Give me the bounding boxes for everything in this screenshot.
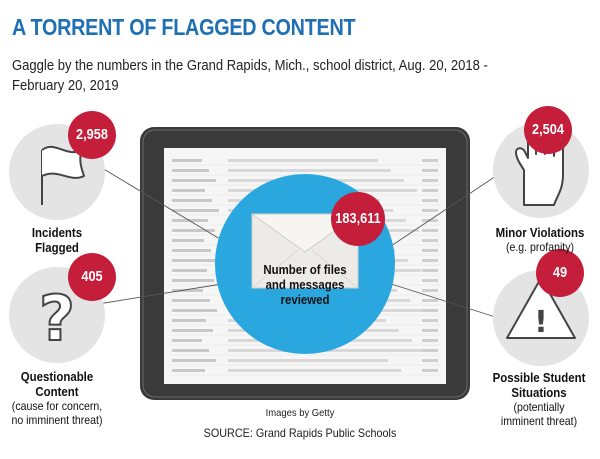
email-row-date [422,359,438,362]
badge-minor [524,106,572,154]
email-row-sender [172,339,202,342]
question-mark-icon: ? [38,281,76,356]
email-row-date [422,229,438,232]
email-row-date [422,169,438,172]
email-row-sender [172,199,212,202]
email-row-sender [172,169,209,172]
value-questionable: 405 [81,268,103,285]
email-row-date [422,179,438,182]
connector-questionable [91,282,229,306]
email-row-date [422,339,438,342]
email-row-date [422,319,438,322]
email-row-subject [228,169,391,172]
email-row-sender [172,369,205,372]
email-row-date [422,189,438,192]
email-row-date [422,269,438,272]
svg-text:?: ? [39,282,75,355]
tablet-bezel-highlight [142,129,468,398]
page-title: A TORRENT OF FLAGGED CONTENT [12,14,356,40]
email-row-sender [172,179,216,182]
value-situations: 49 [552,264,568,281]
label-situations-line-2: Situations [511,385,567,400]
connector-incidents [91,161,231,246]
email-row-sender [172,299,210,302]
note-situations-line-1: (potentially [513,400,565,414]
connector-minor [387,169,506,249]
label-incidents-line-2: Flagged [35,240,79,255]
label-minor: Minor Violations (e.g. profanity) [487,225,593,254]
label-minor-line-1: Minor Violations [495,225,585,240]
label-incidents: Incidents Flagged [13,225,101,255]
email-row-date [422,199,438,202]
badge-incidents [68,111,116,159]
email-row-date [422,299,438,302]
email-row-sender [172,309,217,312]
source-credit: SOURCE: Grand Rapids Public Schools [203,426,397,440]
email-row-sender [172,239,204,242]
email-row-sender [172,159,202,162]
subtitle-line-2: February 20, 2019 [12,78,119,94]
email-row-date [422,279,438,282]
badge-center [331,192,385,246]
image-credit: Images by Getty [265,407,335,419]
label-incidents-line-1: Incidents [31,225,83,240]
flag-icon [41,145,85,205]
email-row-sender [172,279,214,282]
center-label-line-3: reviewed [280,292,330,307]
note-questionable-line-1: (cause for concern, [11,399,103,413]
subtitle-line-1: Gaggle by the numbers in the Grand Rapid… [12,58,488,74]
email-row-sender [172,229,215,232]
email-row-sender [172,249,211,252]
center-label-line-2: and messages [265,277,345,292]
label-situations: Possible Student Situations (potentially… [485,370,592,428]
connector-lines [91,161,506,321]
warning-triangle-icon: ! [506,277,576,340]
email-row-date [422,289,438,292]
subtitle: Gaggle by the numbers in the Grand Rapid… [12,56,543,96]
label-questionable-line-1: Questionable [20,369,94,384]
note-questionable-line-2: no imminent threat) [11,413,103,427]
email-row-date [422,249,438,252]
email-row-sender [172,269,207,272]
email-row-sender [172,349,209,352]
note-situations-line-2: imminent threat) [500,414,578,428]
center-label: Number of files and messages reviewed [257,262,354,307]
email-row-sender [172,329,213,332]
label-situations-line-1: Possible Student [492,370,586,385]
badge-questionable [68,253,116,301]
email-row-sender [172,359,216,362]
email-row-subject [228,359,388,362]
note-minor-line-1: (e.g. profanity) [505,240,575,254]
email-row-date [422,329,438,332]
badge-situations [536,249,584,297]
email-row-sender [172,259,218,262]
label-questionable: Questionable Content (cause for concern,… [7,369,107,427]
email-row-date [422,309,438,312]
email-row-date [422,239,438,242]
svg-text:!: ! [534,305,548,340]
email-row-sender [172,319,206,322]
email-row-date [422,209,438,212]
email-row-sender [172,289,203,292]
email-row-date [422,369,438,372]
center-label-line-1: Number of files [263,262,347,277]
value-center: 183,611 [335,210,381,227]
value-minor: 2,504 [532,121,564,138]
email-row-date [422,159,438,162]
email-row-sender [172,189,205,192]
email-row-sender [172,209,219,212]
email-row-date [422,349,438,352]
email-row-date [422,259,438,262]
value-incidents: 2,958 [76,126,108,143]
email-row-subject [228,159,378,162]
email-row-subject [228,369,401,372]
label-questionable-line-2: Content [35,384,79,399]
connector-situations [387,282,506,321]
